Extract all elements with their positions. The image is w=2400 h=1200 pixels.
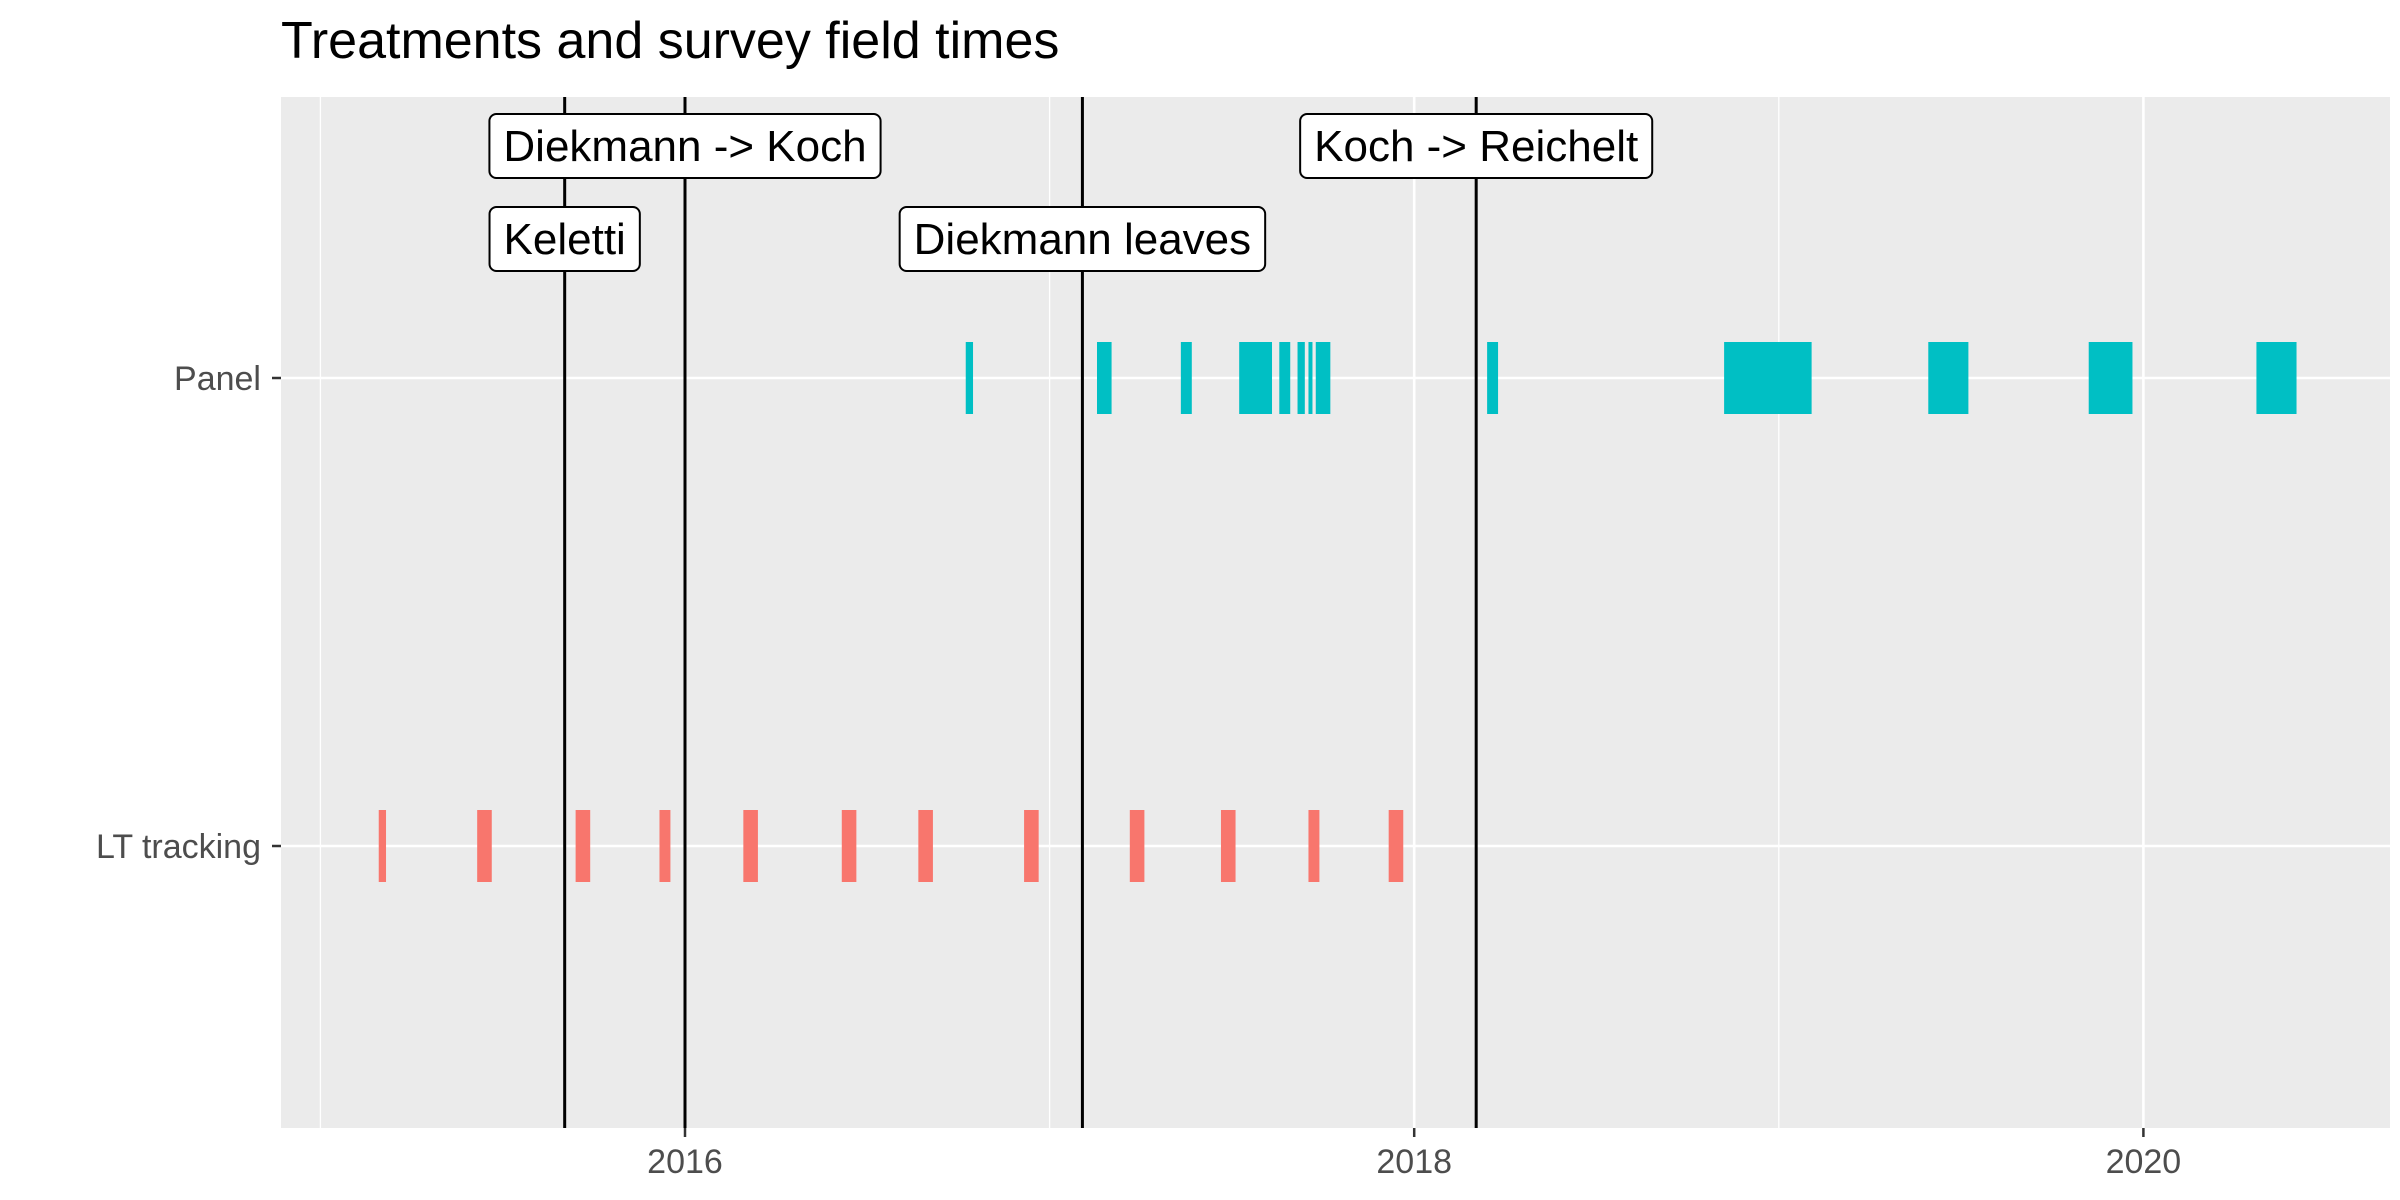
treatment-label: Keletti	[504, 215, 626, 264]
field-time-bar	[1308, 342, 1313, 414]
y-tick-label: Panel	[174, 360, 261, 398]
treatment-label: Diekmann leaves	[914, 215, 1252, 264]
field-time-bar	[1239, 342, 1273, 414]
field-time-bar	[1388, 810, 1404, 882]
field-time-bar	[918, 810, 933, 882]
treatment-label: Diekmann -> Koch	[503, 122, 866, 171]
field-time-bar	[1928, 342, 1969, 414]
field-time-bar	[1129, 810, 1145, 882]
field-time-bar	[575, 810, 591, 882]
field-time-bar	[1724, 342, 1812, 414]
field-time-bar	[1487, 342, 1499, 414]
field-time-bar	[1096, 342, 1112, 414]
field-time-bar	[965, 342, 974, 414]
x-tick-label: 2020	[2106, 1143, 2182, 1181]
field-time-bar	[477, 810, 492, 882]
field-time-bar	[1308, 810, 1320, 882]
y-tick-label: LT tracking	[96, 828, 261, 866]
treatment-label: Koch -> Reichelt	[1314, 122, 1638, 171]
field-time-bar	[659, 810, 671, 882]
axes: 2016 2018 2020 LT tracking Panel	[96, 360, 2181, 1181]
field-time-bar	[1297, 342, 1305, 414]
field-time-bar	[2256, 342, 2297, 414]
field-time-bar	[1315, 342, 1331, 414]
field-time-bar	[2088, 342, 2133, 414]
treatment-label-box	[488, 113, 882, 179]
field-time-bar	[1180, 342, 1192, 414]
chart-title: Treatments and survey field times	[281, 12, 1059, 70]
treatment-label-box	[1299, 113, 1654, 179]
field-time-bar	[1220, 810, 1236, 882]
treatment-label-box	[898, 206, 1267, 272]
x-tick-label: 2016	[647, 1143, 723, 1181]
field-time-bar	[743, 810, 758, 882]
field-time-bar	[1279, 342, 1291, 414]
field-time-bar	[1024, 810, 1039, 882]
field-time-bars	[378, 342, 2297, 882]
field-time-bar	[378, 810, 387, 882]
field-time-bar	[841, 810, 857, 882]
treatment-labels: Keletti Diekmann -> Koch Diekmann leaves Ko…	[488, 113, 1654, 272]
x-tick-label: 2018	[1376, 1143, 1452, 1181]
treatment-label-box	[488, 206, 641, 272]
